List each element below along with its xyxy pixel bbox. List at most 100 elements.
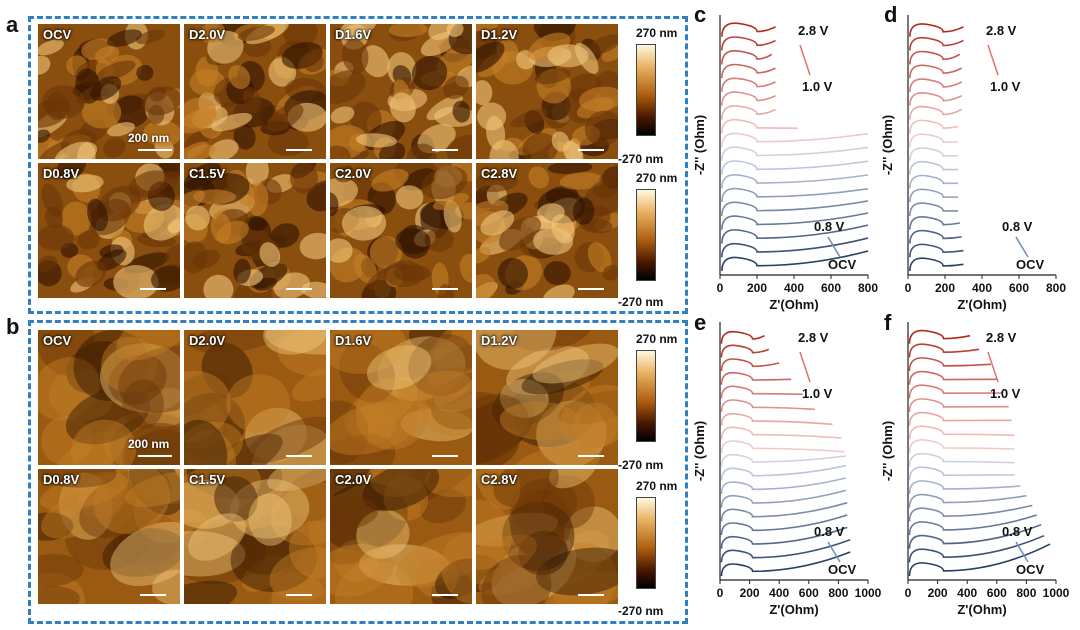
arrow-up-blue bbox=[827, 541, 841, 563]
x-tick-label: 200 bbox=[747, 281, 767, 295]
afm-grain bbox=[184, 163, 222, 190]
afm-grain bbox=[184, 419, 228, 465]
eis-curve bbox=[909, 188, 958, 203]
afm-grain bbox=[415, 557, 460, 598]
eis-curve bbox=[908, 357, 991, 372]
scale-bar bbox=[578, 594, 604, 596]
afm-grain bbox=[395, 185, 424, 210]
scale-bar bbox=[286, 455, 312, 457]
annotation-top-high: 2.8 V bbox=[986, 330, 1017, 345]
afm-grain bbox=[330, 177, 359, 208]
afm-grain bbox=[152, 569, 180, 604]
eis-curve bbox=[720, 371, 792, 385]
afm-grain bbox=[97, 185, 141, 222]
afm-texture bbox=[184, 24, 326, 159]
eis-curve bbox=[721, 187, 869, 203]
afm-grain bbox=[151, 265, 180, 292]
afm-image-a-4: D0.8V bbox=[38, 163, 180, 298]
afm-image-a-3: D1.2V bbox=[476, 24, 618, 159]
y-axis-label: -Z'' (Ohm) bbox=[880, 421, 895, 481]
afm-grain bbox=[191, 330, 286, 354]
afm-grain bbox=[334, 560, 414, 604]
eis-curve bbox=[909, 92, 963, 106]
afm-grain bbox=[100, 343, 180, 413]
afm-image-b-0: OCV 200 nm bbox=[38, 330, 180, 465]
eis-curve bbox=[721, 22, 776, 37]
afm-grain bbox=[38, 129, 51, 143]
afm-image-b-4: D0.8V bbox=[38, 469, 180, 604]
afm-grain bbox=[349, 101, 382, 135]
afm-grain bbox=[369, 236, 403, 269]
arrow-up-blue bbox=[827, 236, 841, 258]
annotation-top-low: 1.0 V bbox=[802, 79, 833, 94]
afm-image-a-7: C2.8V bbox=[476, 163, 618, 298]
afm-grain bbox=[573, 197, 595, 225]
afm-grain bbox=[544, 530, 610, 585]
eis-curve bbox=[721, 132, 869, 148]
afm-grain bbox=[443, 75, 469, 100]
afm-grain bbox=[203, 274, 234, 298]
eis-curve bbox=[720, 489, 847, 508]
afm-texture bbox=[476, 469, 618, 604]
afm-grain bbox=[586, 34, 618, 55]
afm-grain bbox=[133, 476, 180, 543]
annotation-bottom-high: 0.8 V bbox=[814, 524, 845, 539]
afm-grain bbox=[192, 433, 283, 465]
afm-texture bbox=[330, 163, 472, 298]
afm-grain bbox=[355, 377, 429, 450]
afm-grain bbox=[66, 174, 104, 193]
afm-grain bbox=[510, 108, 549, 128]
afm-grain bbox=[184, 190, 205, 218]
afm-grain bbox=[38, 469, 117, 488]
eis-curve bbox=[909, 202, 958, 216]
afm-grain bbox=[299, 232, 326, 260]
afm-grain bbox=[41, 183, 64, 217]
eis-curve bbox=[720, 464, 846, 481]
afm-grain bbox=[602, 264, 618, 281]
eis-curve bbox=[909, 133, 958, 148]
afm-grain bbox=[184, 522, 267, 585]
afm-grain bbox=[434, 367, 472, 413]
eis-curve bbox=[909, 23, 964, 37]
afm-tile-label: C1.5V bbox=[189, 166, 226, 181]
arrow-up-red bbox=[987, 44, 999, 76]
afm-image-b-7: C2.8V bbox=[476, 469, 618, 604]
afm-grain bbox=[66, 341, 129, 394]
eis-curve bbox=[720, 344, 770, 358]
afm-grain bbox=[499, 379, 549, 418]
colorbar-a-top-max: 270 nm bbox=[636, 26, 678, 40]
afm-grain bbox=[101, 336, 158, 394]
afm-grain bbox=[38, 512, 74, 541]
afm-grain bbox=[245, 416, 326, 463]
afm-grain bbox=[188, 513, 246, 561]
afm-grain bbox=[38, 255, 57, 272]
afm-grain bbox=[136, 29, 166, 45]
afm-grain bbox=[358, 544, 449, 586]
eis-curve bbox=[908, 384, 1003, 399]
afm-texture bbox=[330, 24, 472, 159]
afm-grain bbox=[267, 469, 326, 492]
afm-background bbox=[476, 330, 618, 465]
afm-tile-label: D0.8V bbox=[43, 472, 80, 487]
eis-curve bbox=[908, 480, 1021, 495]
afm-grain bbox=[136, 64, 154, 81]
panel-label-e: e bbox=[694, 310, 706, 335]
eis-curve bbox=[909, 160, 958, 175]
afm-grain bbox=[330, 495, 379, 532]
panel-b-frame bbox=[28, 320, 688, 624]
afm-grain bbox=[476, 554, 503, 593]
afm-grain bbox=[572, 402, 618, 448]
afm-grain bbox=[507, 378, 596, 448]
afm-grain bbox=[266, 103, 304, 132]
afm-image-b-6: C2.0V bbox=[330, 469, 472, 604]
afm-image-a-0: OCV 200 nm bbox=[38, 24, 180, 159]
scale-bar-label: 200 nm bbox=[128, 437, 170, 451]
afm-grain bbox=[143, 204, 180, 241]
afm-grain bbox=[542, 284, 575, 298]
afm-grain bbox=[184, 370, 231, 443]
afm-tile-label: D1.6V bbox=[335, 27, 372, 42]
eis-curve bbox=[909, 243, 964, 258]
afm-grain bbox=[366, 345, 432, 390]
scale-bar bbox=[286, 149, 312, 151]
afm-grain bbox=[269, 547, 326, 601]
